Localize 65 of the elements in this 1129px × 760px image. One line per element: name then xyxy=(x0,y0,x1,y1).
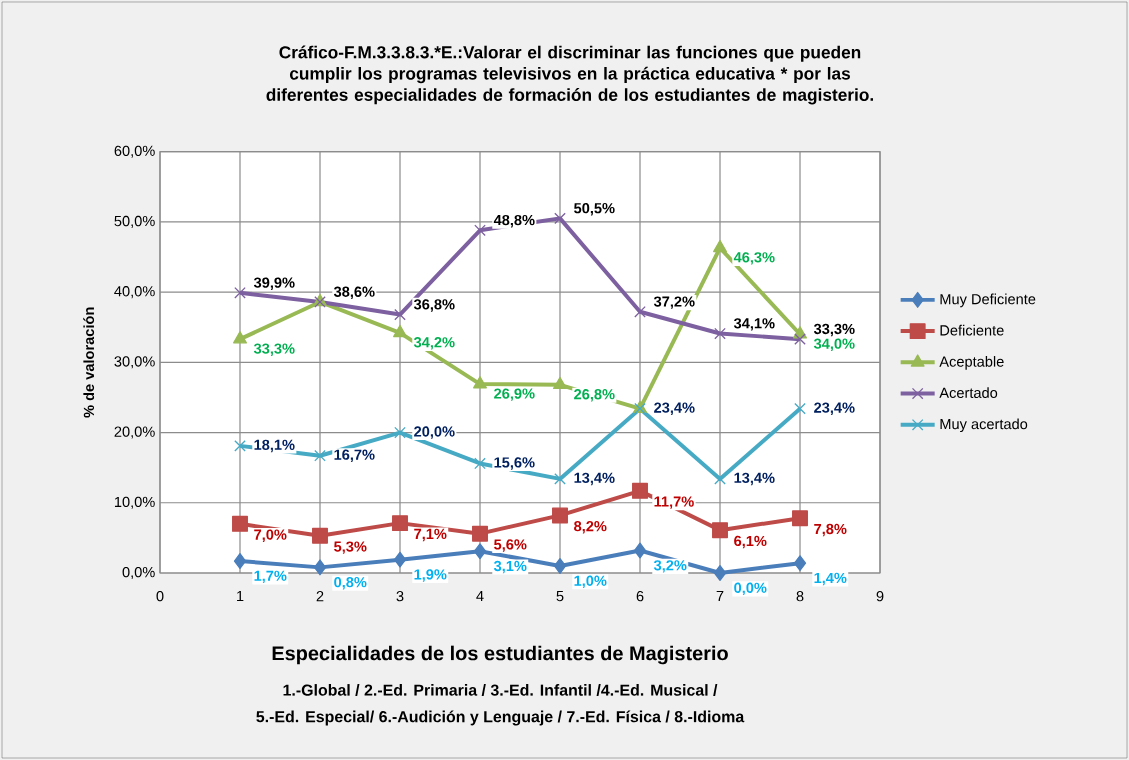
data-label: 11,7% xyxy=(654,496,694,509)
data-label: 50,5% xyxy=(574,203,615,216)
legend-label: Deficiente xyxy=(940,324,1004,336)
x-tick-label: 7 xyxy=(716,591,724,602)
legend-label: Acertado xyxy=(939,387,998,398)
y-tick-label: 60,0% xyxy=(114,145,155,158)
y-axis-title: % de valoración xyxy=(83,307,95,418)
data-label: 6,1% xyxy=(734,535,767,549)
legend-label: Muy acertado xyxy=(940,418,1028,433)
data-label: 1,7% xyxy=(254,570,287,584)
x-tick-label: 6 xyxy=(636,591,644,602)
data-label: 0,8% xyxy=(334,576,367,590)
data-label: 15,6% xyxy=(494,457,535,470)
x-tick-label: 3 xyxy=(396,591,404,602)
y-tick-label: 20,0% xyxy=(114,426,155,439)
y-tick-label: 40,0% xyxy=(114,286,155,299)
data-label: 39,9% xyxy=(253,277,295,290)
data-label: 1,0% xyxy=(574,575,607,589)
data-label: 16,7% xyxy=(334,449,375,462)
data-label: 5,6% xyxy=(494,539,527,552)
x-tick-label: 8 xyxy=(796,591,804,602)
data-label: 5,3% xyxy=(334,541,367,554)
x-tick-label: 0 xyxy=(156,591,164,602)
data-label: 34,0% xyxy=(813,338,855,351)
data-label: 23,4% xyxy=(814,402,855,415)
chart-title: Cráfico-F.M.3.3.8.3.*E.:Valorar el discriminar las funciones que pueden cumplir los programas televisivos en la práctica educativa * por las diferentes especialidades de formación de los estudiantes de magisterio. xyxy=(266,45,873,105)
data-label: 13,4% xyxy=(734,472,775,486)
data-label: 33,3% xyxy=(253,343,295,356)
data-label: 36,8% xyxy=(413,299,455,312)
data-label: 37,2% xyxy=(653,296,695,309)
data-label: 26,9% xyxy=(494,388,535,401)
data-label: 26,8% xyxy=(574,389,615,402)
y-tick-label: 30,0% xyxy=(114,356,155,369)
data-label: 34,1% xyxy=(733,318,775,331)
data-label: 38,6% xyxy=(333,286,375,300)
data-label: 34,2% xyxy=(413,337,455,350)
data-label: 7,8% xyxy=(814,523,847,537)
x-tick-label: 2 xyxy=(316,591,324,602)
data-label: 1,9% xyxy=(414,569,447,582)
legend-label: Muy Deficiente xyxy=(940,293,1036,308)
data-label: 18,1% xyxy=(254,439,295,453)
data-label: 7,1% xyxy=(414,528,447,542)
data-label: 33,3% xyxy=(813,323,855,337)
data-label: 13,4% xyxy=(574,472,615,486)
x-tick-label: 4 xyxy=(476,591,484,602)
y-tick-label: 50,0% xyxy=(114,215,155,228)
data-label: 20,0% xyxy=(414,426,455,439)
y-tick-label: 10,0% xyxy=(114,496,155,509)
x-tick-label: 1 xyxy=(237,591,244,602)
y-tick-label: 0,0% xyxy=(122,566,155,580)
x-tick-label: 5 xyxy=(556,591,564,602)
text: 1.-Global / 2.-Ed. Primaria / 3.-Ed. Infantil /4.-Ed. Musical / xyxy=(283,684,718,696)
data-label: 1,4% xyxy=(814,572,847,586)
data-label: 48,8% xyxy=(493,214,535,228)
legend-label: Aceptable xyxy=(939,356,1004,370)
data-label: 0,0% xyxy=(734,582,767,596)
x-axis-title: Especialidades de los estudiantes de Magisterio xyxy=(272,645,728,665)
data-label: 23,4% xyxy=(654,402,695,415)
data-label: 7,0% xyxy=(254,529,287,542)
data-label: 3,2% xyxy=(653,560,687,573)
data-label: 3,1% xyxy=(493,560,527,574)
x-tick-label: 9 xyxy=(876,591,884,602)
text: 5.-Ed. Especial/ 6.-Audición y Lenguaje / 7.-Ed. Física / 8.-Idioma xyxy=(256,710,745,726)
data-label: 46,3% xyxy=(733,252,775,265)
data-label: 8,2% xyxy=(574,521,607,534)
